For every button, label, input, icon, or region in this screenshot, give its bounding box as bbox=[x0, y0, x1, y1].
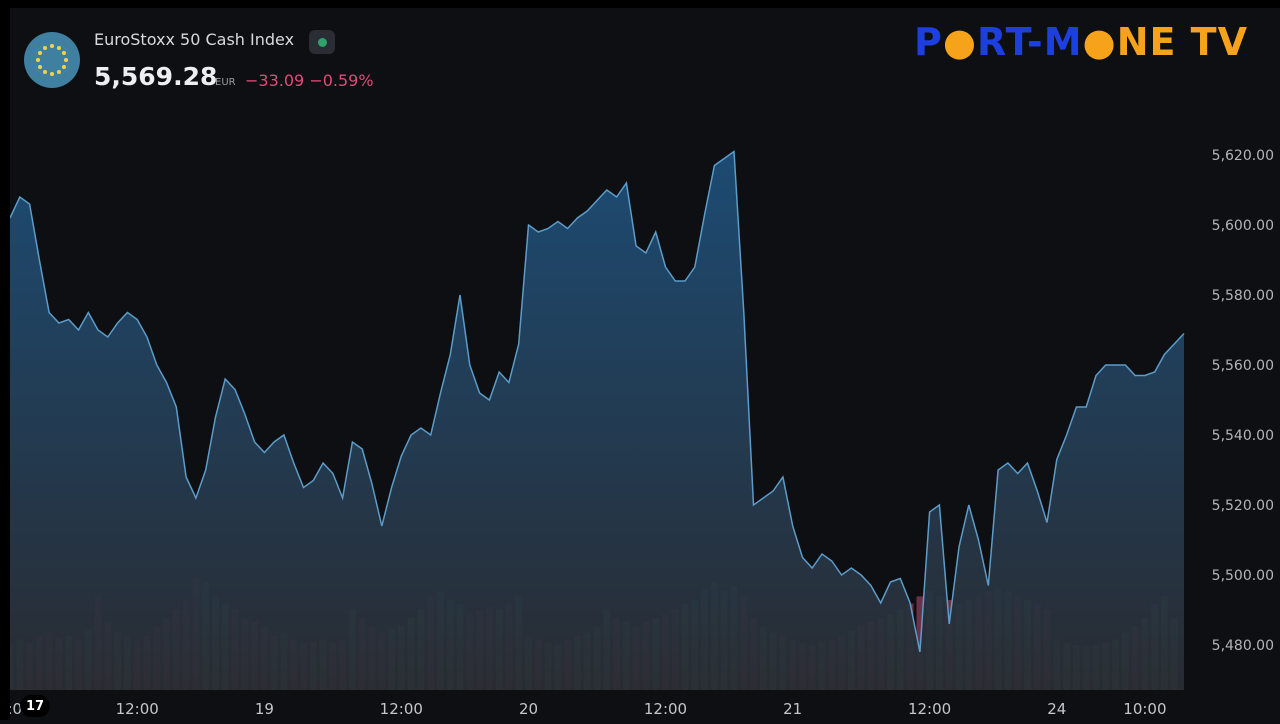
market-status[interactable] bbox=[309, 30, 335, 54]
channel-logo: P●RT-M●NE TV bbox=[914, 20, 1248, 64]
market-open-icon bbox=[317, 37, 327, 47]
x-tick-label: 12:00 bbox=[116, 700, 159, 718]
brand-o1-icon: ● bbox=[942, 20, 978, 64]
y-tick-label: 5,620.00 bbox=[1212, 148, 1274, 164]
y-tick-label: 5,500.00 bbox=[1212, 568, 1274, 584]
symbol-title[interactable]: EuroStoxx 50 Cash Index bbox=[94, 30, 295, 49]
left-border bbox=[0, 0, 10, 720]
x-tick-label: 24 bbox=[1047, 700, 1066, 718]
y-tick-label: 5,520.00 bbox=[1212, 498, 1274, 514]
y-tick-label: 5,560.00 bbox=[1212, 358, 1274, 374]
change-abs: −33.09 bbox=[245, 71, 305, 90]
brand-part1: P bbox=[914, 20, 943, 64]
change-pct: −0.59% bbox=[309, 71, 374, 90]
x-tick-label: 12:00 bbox=[644, 700, 687, 718]
brand-part2: RT-M bbox=[977, 20, 1083, 64]
last-price: 5,569.28 bbox=[94, 62, 218, 91]
tradingview-logo[interactable]: 17 bbox=[20, 695, 50, 717]
x-tick-label: 10:00 bbox=[1123, 700, 1166, 718]
x-tick-label: 19 bbox=[255, 700, 274, 718]
y-tick-label: 5,580.00 bbox=[1212, 288, 1274, 304]
x-tick-label: 12:00 bbox=[380, 700, 423, 718]
y-tick-label: 5,540.00 bbox=[1212, 428, 1274, 444]
currency-label: EUR bbox=[215, 77, 236, 88]
x-tick-label: 20 bbox=[519, 700, 538, 718]
brand-o2-icon: ● bbox=[1082, 20, 1117, 64]
brand-part3: NE TV bbox=[1116, 20, 1249, 64]
y-tick-label: 5,600.00 bbox=[1212, 218, 1274, 234]
x-tick-label: 21 bbox=[783, 700, 802, 718]
eu-flag-icon bbox=[24, 32, 80, 88]
price-change: −33.09 −0.59% bbox=[245, 71, 374, 90]
top-border bbox=[0, 0, 1280, 8]
x-tick-label: 12:00 bbox=[908, 700, 951, 718]
price-line bbox=[9, 150, 1185, 653]
price-area-fill bbox=[10, 151, 1184, 690]
y-tick-label: 5,480.00 bbox=[1212, 638, 1274, 654]
